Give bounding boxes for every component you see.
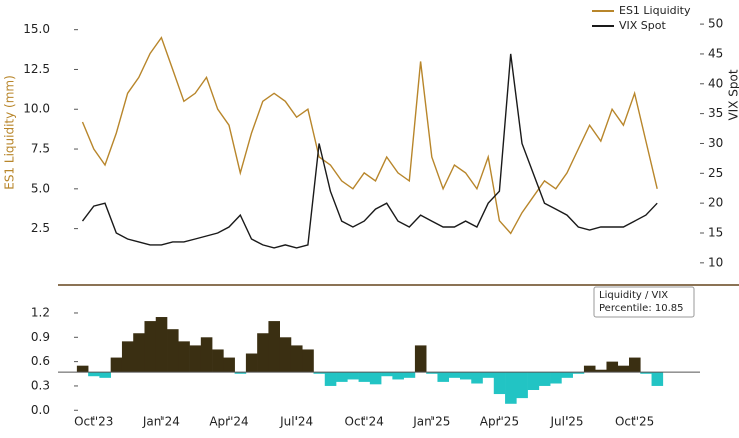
bar [279,337,292,373]
bar [606,361,619,373]
bar [121,341,134,373]
bar [448,372,461,378]
bar [583,365,596,373]
bar [144,321,157,373]
bar [347,372,359,380]
x-tick-label: Jan'24 [142,415,180,429]
y2-tick-label: 20 [708,196,723,210]
bar [189,345,202,373]
y-tick-label: 1.2 [31,305,50,319]
bar [550,372,562,384]
y-tick-label: 0.9 [31,330,50,344]
bar [223,357,235,373]
bar [482,372,495,378]
y2-tick-label: 10 [708,255,723,269]
bar [369,372,382,385]
legend-label: ES1 Liquidity [619,4,691,17]
x-tick-label: Jul'24 [279,415,313,429]
x-tick-label: Apr'24 [209,415,248,429]
bar [302,349,314,373]
x-tick-label: Oct'24 [345,415,384,429]
bar [257,333,269,373]
y-tick-label: 0.3 [31,378,50,392]
bar [200,337,213,373]
bar [459,372,472,380]
annotation-text: Liquidity / VIX [599,290,668,301]
y2-tick-label: 30 [708,136,723,150]
bar [527,372,540,390]
x-tick-label: Oct'23 [74,415,113,429]
bar [516,372,528,399]
bar [76,365,89,373]
bar [392,372,404,380]
bar [167,329,179,373]
bar [538,372,551,386]
bar [595,369,607,373]
bar [88,372,100,377]
x-tick-label: Jul'25 [550,415,584,429]
y2-tick-label: 15 [708,225,723,239]
bar [505,372,517,404]
annotation-text: Percentile: 10.85 [599,303,684,314]
y2-tick-label: 35 [708,106,723,120]
y-tick-label: 15.0 [23,22,50,36]
bar [403,372,416,378]
bar [212,349,224,373]
y2-axis-label: VIX Spot [727,69,739,120]
bar [414,345,427,373]
legend-label: VIX Spot [619,19,666,32]
y-tick-label: 2.5 [31,221,50,235]
y-tick-label: 0.6 [31,354,50,368]
bar [572,372,585,374]
y-tick-label: 0.0 [31,403,50,417]
bar [245,353,258,373]
bar [358,372,371,382]
bar [426,372,438,374]
y-axis-label: ES1 Liquidity (mm) [3,75,17,190]
bar [99,372,111,378]
bar [234,372,247,374]
bar [324,372,337,386]
bar [336,372,348,382]
bar [110,357,123,373]
x-tick-label: Jan'25 [412,415,450,429]
bar [155,317,168,373]
bar [313,372,326,374]
bar [617,365,630,373]
bar [629,357,641,373]
series-line [81,36,658,235]
y-tick-label: 12.5 [23,62,50,76]
bar [437,372,450,382]
annotation-box [593,286,695,318]
x-tick-label: Oct'25 [615,415,654,429]
bar [178,341,190,373]
bar [471,372,483,384]
bar [640,372,652,374]
x-tick-label: Apr'25 [480,415,519,429]
series-line [81,53,658,249]
bar [268,321,280,373]
bar [133,333,145,373]
y-tick-label: 5.0 [31,181,50,195]
y2-tick-label: 45 [708,46,723,60]
bar [561,372,573,378]
y-tick-label: 10.0 [23,102,50,116]
y-tick-label: 7.5 [31,142,50,156]
bar [651,372,664,386]
bar [493,372,506,395]
y2-tick-label: 40 [708,76,723,90]
bar [381,372,393,377]
y2-tick-label: 25 [708,166,723,180]
y2-tick-label: 50 [708,17,723,31]
bar [290,345,303,373]
